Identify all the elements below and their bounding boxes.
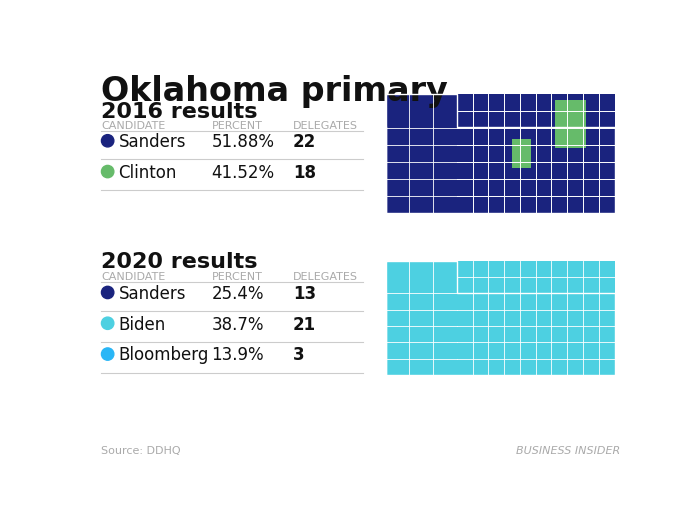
Text: Sanders: Sanders [118, 133, 186, 151]
Bar [386, 293, 456, 375]
Text: CANDIDATE: CANDIDATE [102, 272, 166, 282]
Text: BUSINESS INSIDER: BUSINESS INSIDER [517, 446, 621, 456]
Circle shape [102, 286, 114, 299]
Text: Source: DDHQ: Source: DDHQ [102, 446, 181, 456]
Text: 41.52%: 41.52% [211, 164, 274, 182]
Text: Sanders: Sanders [118, 285, 186, 303]
Text: Clinton: Clinton [118, 164, 177, 182]
Text: PERCENT: PERCENT [211, 121, 262, 131]
Bar [386, 127, 456, 213]
Text: DELEGATES: DELEGATES [293, 272, 358, 282]
Text: 25.4%: 25.4% [211, 285, 264, 303]
Text: 13: 13 [293, 285, 316, 303]
Bar [512, 139, 531, 168]
Bar [386, 94, 456, 127]
Text: PERCENT: PERCENT [211, 272, 262, 282]
Circle shape [102, 134, 114, 147]
Text: 3: 3 [293, 346, 304, 364]
Text: 13.9%: 13.9% [211, 346, 264, 364]
Bar [456, 261, 615, 375]
Text: 2020 results: 2020 results [102, 251, 258, 271]
Text: 38.7%: 38.7% [211, 316, 264, 333]
Text: CANDIDATE: CANDIDATE [102, 121, 166, 131]
Text: 22: 22 [293, 133, 316, 151]
Text: DELEGATES: DELEGATES [293, 121, 358, 131]
Text: 51.88%: 51.88% [211, 133, 274, 151]
Text: Bloomberg: Bloomberg [118, 346, 209, 364]
Text: 18: 18 [293, 164, 316, 182]
Text: 21: 21 [293, 316, 316, 333]
Bar [554, 100, 586, 148]
Circle shape [102, 165, 114, 178]
Text: 2016 results: 2016 results [102, 101, 258, 121]
Circle shape [102, 348, 114, 360]
Circle shape [102, 317, 114, 329]
Bar [456, 94, 615, 213]
Text: Biden: Biden [118, 316, 166, 333]
Bar [386, 261, 456, 293]
Text: Oklahoma primary: Oklahoma primary [102, 75, 448, 108]
